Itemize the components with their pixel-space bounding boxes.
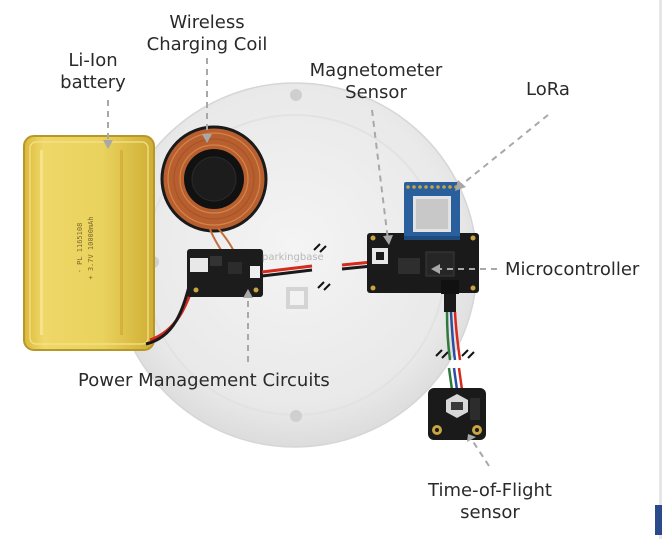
label-microcontroller: Microcontroller xyxy=(505,259,640,280)
label-power: Power Management Circuits xyxy=(78,370,330,391)
battery-marking-2: + 3.7V 10000mAh xyxy=(87,216,95,279)
label-tof: Time-of-Flight sensor xyxy=(405,480,575,524)
lora-module xyxy=(404,182,460,240)
board-brand-marking: parkingbase xyxy=(262,252,324,263)
page-edge xyxy=(655,0,662,539)
tof-board xyxy=(428,388,486,440)
leader-arrowheads xyxy=(103,134,476,442)
leader-lora xyxy=(459,114,549,187)
label-coil-line1: Wireless xyxy=(169,12,245,33)
microcontroller-board xyxy=(367,233,479,312)
battery: - PL 1165108 + 3.7V 10000mAh xyxy=(23,135,155,351)
label-magnetometer-line1: Magnetometer xyxy=(309,60,443,81)
wire-break-marks xyxy=(313,243,475,359)
label-coil: Wireless Charging Coil xyxy=(132,12,282,56)
leader-lines xyxy=(107,58,549,467)
leader-tof xyxy=(471,439,490,467)
label-battery-line2: battery xyxy=(60,72,126,93)
label-tof-line2: sensor xyxy=(460,502,520,523)
label-magnetometer-line2: Sensor xyxy=(345,82,407,103)
charging-coil xyxy=(160,125,268,259)
label-lora: LoRa xyxy=(526,79,570,100)
label-battery: Li-Ion battery xyxy=(48,50,138,94)
battery-marking-1: - PL 1165108 xyxy=(76,223,84,274)
label-magnetometer: Magnetometer Sensor xyxy=(296,60,456,104)
label-battery-line1: Li-Ion xyxy=(68,50,118,71)
power-board xyxy=(187,249,263,297)
label-tof-line1: Time-of-Flight xyxy=(428,480,552,501)
label-coil-line2: Charging Coil xyxy=(146,34,268,55)
